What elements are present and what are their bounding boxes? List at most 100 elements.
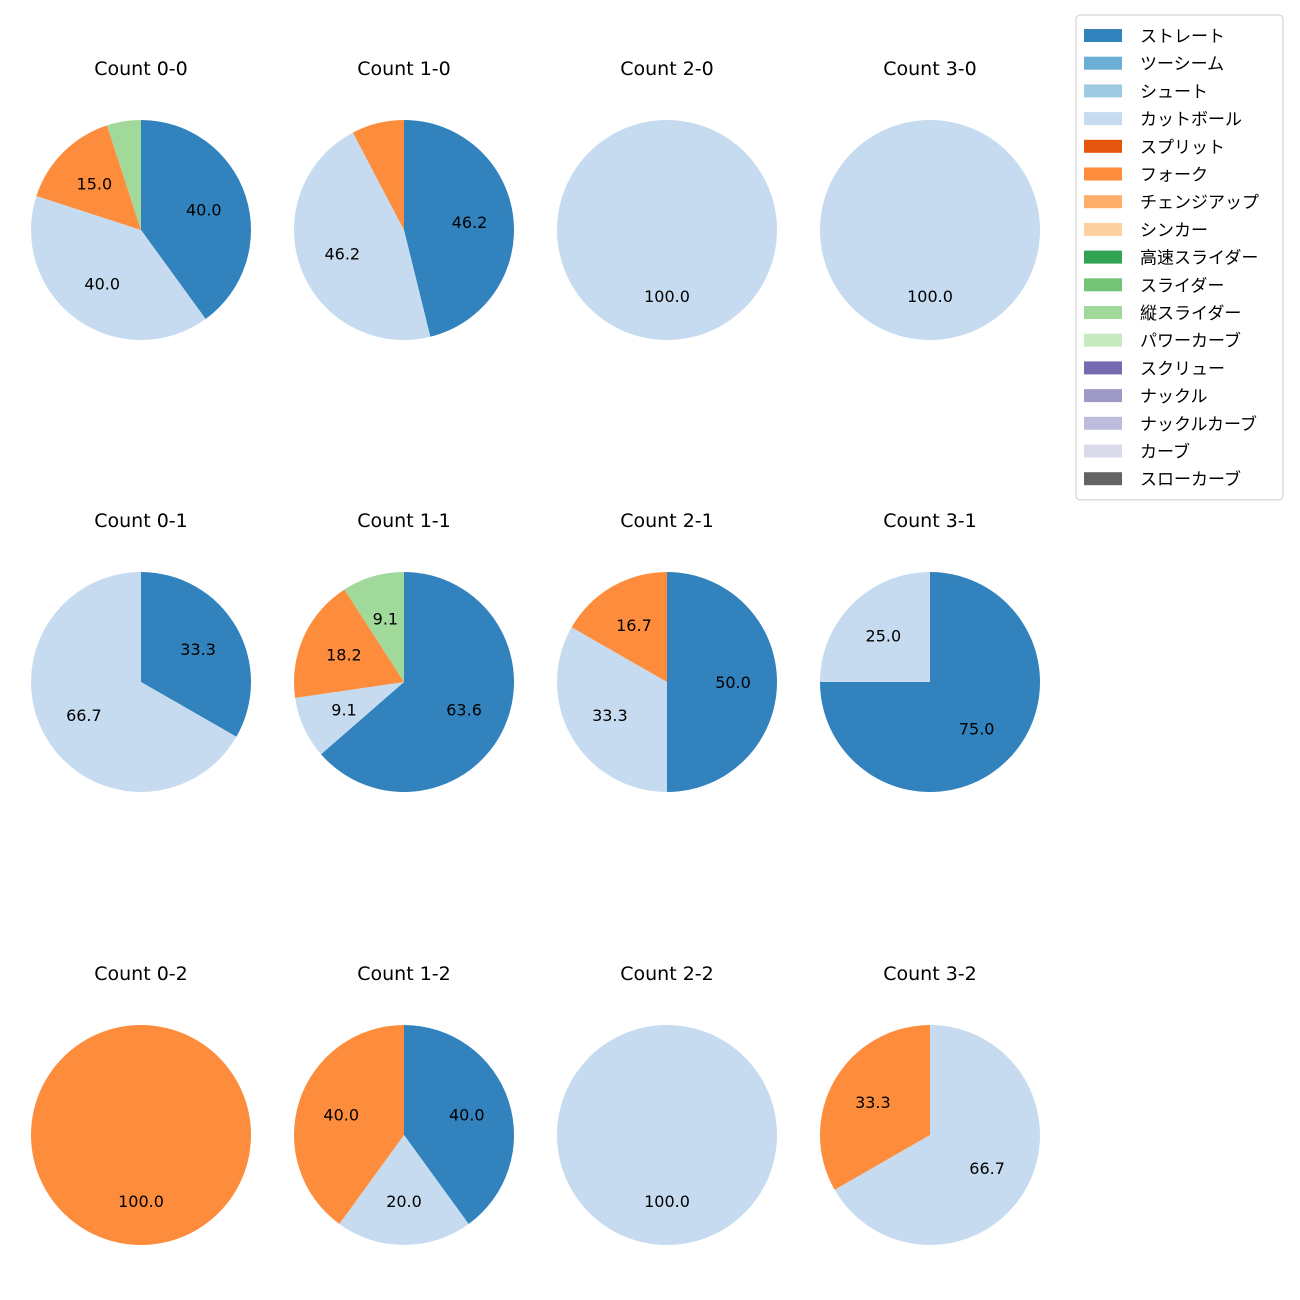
legend-label: 高速スライダー [1140,249,1258,269]
legend-swatch [1084,333,1122,347]
legend-swatch [1084,222,1122,236]
pie-slice-label: 100.0 [907,287,953,306]
legend-swatch [1084,250,1122,264]
pie-slice [352,120,404,230]
legend-label: シンカー [1140,221,1208,241]
pie-slice-label: 100.0 [644,1192,690,1211]
pie-slice-label: 50.0 [715,673,751,692]
pie-slice-label: 9.1 [331,701,356,720]
pie-slice [294,589,404,698]
legend-label: スプリット [1140,138,1225,158]
pie-panel: Count 1-2 40.0 20.0 40.0 [294,963,514,1245]
legend-label: ツーシーム [1140,55,1224,75]
pie-panel: Count 3-1 75.0 25.0 [820,510,1040,792]
pie-title: Count 3-2 [883,963,977,985]
legend-swatch [1084,416,1122,430]
legend-swatch [1084,361,1122,375]
pie-slice-label: 46.2 [452,213,488,232]
pie-slice [556,627,667,792]
legend-frame [1075,14,1284,501]
pie-slice-label: 66.7 [969,1159,1005,1178]
pie-panel: Count 3-0 100.0 [820,58,1040,340]
pie-slice [294,132,431,340]
pie-slice-label: 66.7 [66,706,102,725]
pie-slice [571,572,667,682]
legend-swatch [1084,139,1122,153]
pie-slice-label: 33.3 [855,1093,891,1112]
pie-panel: Count 2-2 100.0 [557,963,777,1245]
legend-swatch [1084,444,1122,458]
legend-label: フォーク [1140,166,1208,186]
pie-slice-label: 18.2 [326,646,362,665]
legend-swatch [1084,278,1122,292]
pie-slice-label: 40.0 [449,1106,485,1125]
pie-slice-label: 40.0 [186,201,222,220]
pie-slice-label: 16.7 [616,616,652,635]
legend-label: スライダー [1140,276,1224,296]
pie-slice [30,196,206,341]
pie-slice-label: 20.0 [386,1192,422,1211]
pie-title: Count 1-1 [357,510,451,532]
pie-title: Count 2-2 [620,963,714,985]
pie-slice [321,572,514,792]
pie-slice [141,120,252,319]
pie-title: Count 0-0 [94,58,188,80]
legend-label: スローカーブ [1140,469,1241,490]
pie-slice [141,572,251,737]
pie-title: Count 3-1 [883,510,977,532]
pie-title: Count 1-2 [357,963,451,985]
pie-panel: Count 2-0 100.0 [557,58,777,340]
legend-swatch [1084,472,1122,486]
pie-panel: Count 0-1 33.3 66.7 [30,510,251,792]
pie-slice-label: 9.1 [373,610,398,629]
legend-swatch [1084,112,1122,126]
legend-swatch [1084,29,1122,42]
pie-slice-label: 33.3 [180,640,216,659]
pie-slice [820,120,1040,340]
pie-title: Count 3-0 [883,58,977,80]
pie-panel: Count 0-0 40.0 40.0 15.0 [30,58,252,341]
pie-slice [820,572,930,682]
pie-slice [834,1025,1040,1245]
pie-slice-label: 40.0 [84,274,120,293]
pie-slice-label: 46.2 [324,244,360,263]
pie-slice [404,1025,514,1224]
pie-slice-label: 33.3 [592,706,628,725]
pie-slice-label: 40.0 [323,1106,359,1125]
pie-slice [557,120,777,340]
pie-slice [295,682,404,755]
pie-slice [557,1025,777,1245]
legend-swatch [1084,167,1122,181]
legend-label: シュート [1140,82,1208,102]
pie-slice [344,572,404,682]
legend-label: パワーカーブ [1140,331,1241,352]
pie-slice-label: 25.0 [866,626,902,645]
legend-label: カーブ [1140,442,1190,463]
pie-slice [31,1025,251,1245]
pie-slice [294,1025,404,1224]
legend-swatch [1084,195,1122,209]
pie-slice [30,572,237,792]
pie-slice-label: 63.6 [446,700,482,719]
pie-title: Count 0-2 [94,963,188,985]
legend: ストレートツーシームシュートカットボールスプリットフォークチェンジアップシンカー… [1075,14,1284,501]
legend-swatch [1084,84,1122,98]
pie-slice [820,1025,930,1190]
legend-swatch [1084,389,1122,403]
pie-slice [107,120,141,230]
pie-title: Count 2-1 [620,510,714,532]
pie-slice [667,572,777,792]
legend-swatch [1084,56,1122,70]
legend-label: ナックル [1140,387,1208,407]
pie-slice-label: 75.0 [959,720,995,739]
pie-slice [339,1135,469,1245]
pie-panel: Count 3-2 66.7 33.3 [820,963,1040,1245]
pie-panel: Count 1-1 63.6 9.1 18.2 9.1 [294,510,514,792]
pie-slice-label: 15.0 [77,174,113,193]
pie-slice [404,120,514,337]
legend-label: スクリュー [1140,359,1225,379]
pie-panel: Count 0-2 100.0 [31,963,251,1245]
legend-label: カットボール [1140,110,1242,130]
